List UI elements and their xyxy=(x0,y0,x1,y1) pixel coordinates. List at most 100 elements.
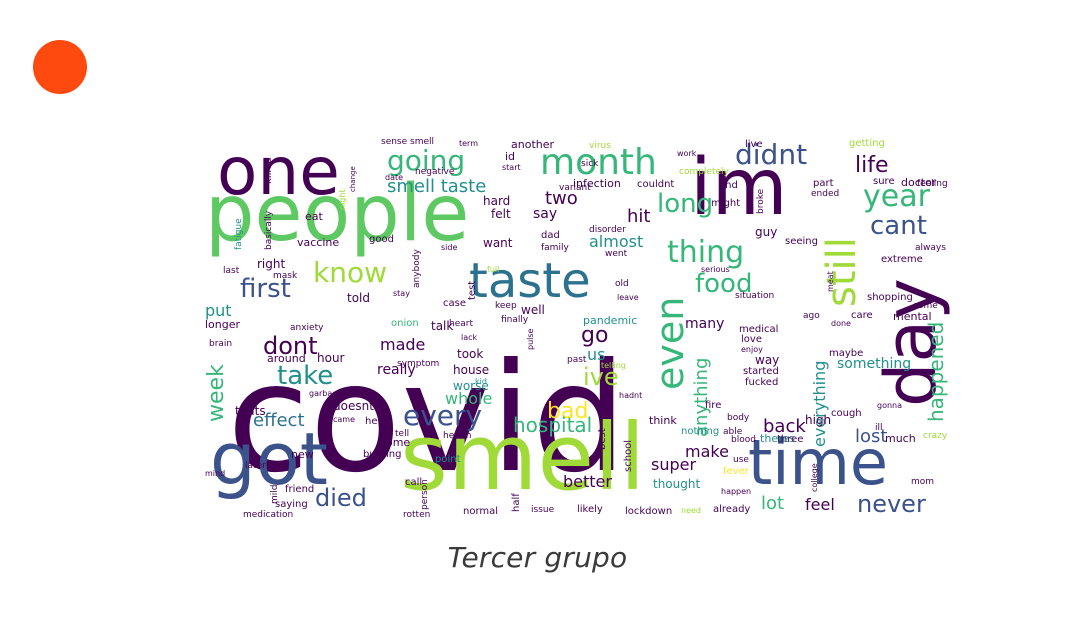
cloud-word: always xyxy=(915,243,946,253)
cloud-word: shopping xyxy=(867,292,913,303)
cloud-word: use xyxy=(733,455,749,465)
cloud-word: saying xyxy=(275,499,308,510)
cloud-word: still xyxy=(819,237,865,307)
cloud-word: three xyxy=(777,434,803,445)
cloud-word: cough xyxy=(831,408,862,419)
cloud-word: virus xyxy=(589,141,611,151)
cloud-word: thats xyxy=(235,404,266,418)
cloud-word: many xyxy=(685,316,724,332)
cloud-word: anybody xyxy=(412,249,422,288)
cloud-word: food xyxy=(695,269,752,299)
cloud-word: time xyxy=(748,426,888,499)
cloud-word: covid xyxy=(227,332,627,506)
cloud-word: seeing xyxy=(785,236,818,247)
cloud-word: happen xyxy=(721,487,751,496)
cloud-word: situation xyxy=(735,291,774,301)
cloud-word: week xyxy=(205,364,229,422)
cloud-word: took xyxy=(457,347,483,361)
cloud-word: later xyxy=(245,461,266,471)
cloud-word: long xyxy=(657,189,713,219)
cloud-word: medical xyxy=(739,324,778,335)
cloud-word: mask xyxy=(273,271,298,281)
cloud-word: talk xyxy=(431,319,453,333)
cloud-word: effect xyxy=(253,410,305,431)
cloud-word: told xyxy=(347,291,370,305)
cloud-word: feeling xyxy=(917,179,948,189)
cloud-word: mom xyxy=(911,477,934,487)
cloud-word: vaccine xyxy=(297,236,339,249)
cloud-word: people xyxy=(205,169,469,259)
cloud-word: house xyxy=(453,363,489,377)
cloud-word: new xyxy=(291,448,314,461)
cloud-word: cant xyxy=(870,211,927,241)
cloud-word: us xyxy=(587,345,605,364)
cloud-word: month xyxy=(540,142,657,183)
cloud-word: going xyxy=(387,144,465,177)
cloud-word: im xyxy=(690,143,788,233)
cloud-word: day xyxy=(870,278,952,407)
cloud-word: ago xyxy=(803,311,820,321)
cloud-word: tell xyxy=(395,429,409,439)
cloud-word: garbage xyxy=(309,389,342,398)
cloud-word: telling xyxy=(601,361,626,370)
cloud-word: made xyxy=(380,335,425,354)
cloud-word: started xyxy=(743,366,779,377)
cloud-word: come xyxy=(913,301,938,311)
cloud-word: much xyxy=(885,432,916,445)
cloud-word: broke xyxy=(756,188,766,214)
cloud-word: lost xyxy=(855,426,887,447)
cloud-word: lack xyxy=(461,333,478,342)
cloud-word: died xyxy=(315,484,367,512)
cloud-word: fucked xyxy=(745,377,778,388)
cloud-word: thought xyxy=(653,477,700,491)
cloud-word: know xyxy=(313,256,387,289)
cloud-word: sure xyxy=(873,176,895,187)
cloud-word: put xyxy=(205,301,232,320)
cloud-word: anything xyxy=(691,358,712,437)
cloud-word: already xyxy=(713,504,750,515)
cloud-word: date xyxy=(385,173,403,182)
cloud-word: thing xyxy=(667,235,744,270)
cloud-word: longer xyxy=(205,318,241,331)
cloud-word: done xyxy=(831,319,851,328)
cloud-word: point xyxy=(435,454,461,465)
cloud-word: high xyxy=(805,413,831,427)
cloud-word: never xyxy=(857,490,926,518)
cloud-word: meat xyxy=(826,271,835,292)
cloud-word: came xyxy=(333,415,355,424)
cloud-word: right xyxy=(257,257,285,271)
cloud-word: hadnt xyxy=(619,391,642,400)
cloud-word: term xyxy=(459,139,478,148)
cloud-word: finally xyxy=(501,315,529,325)
cloud-word: likely xyxy=(577,504,603,515)
cloud-word: full xyxy=(487,265,499,274)
cloud-word: work xyxy=(677,149,697,158)
cloud-word: call xyxy=(405,477,422,488)
cloud-word: past xyxy=(567,355,587,365)
cloud-word: change xyxy=(349,166,357,192)
cloud-word: one xyxy=(217,133,340,210)
cloud-word: anxiety xyxy=(290,323,324,333)
cloud-word: smell taste xyxy=(387,176,486,197)
cloud-word: even xyxy=(648,297,692,390)
cloud-word: symptom xyxy=(397,359,439,369)
cloud-word: super xyxy=(651,455,696,474)
cloud-word: night xyxy=(338,189,347,210)
cloud-word: leave xyxy=(617,293,639,302)
cloud-word: stay xyxy=(393,289,410,298)
cloud-word: negative xyxy=(415,167,455,177)
cloud-word: life xyxy=(855,153,889,178)
cloud-word: good xyxy=(369,234,394,245)
cloud-word: getting xyxy=(849,138,885,149)
cloud-word: happened xyxy=(924,322,948,422)
caption-text: Tercer grupo xyxy=(447,541,628,574)
cloud-word: disorder xyxy=(589,225,626,235)
cloud-word: first xyxy=(240,274,291,304)
cloud-word: whole xyxy=(445,389,492,408)
cloud-word: well xyxy=(521,303,545,317)
cloud-word: end xyxy=(719,180,738,191)
cloud-word: pandemic xyxy=(583,314,637,327)
cloud-word: kid xyxy=(475,377,487,386)
cloud-word: help xyxy=(365,416,387,427)
